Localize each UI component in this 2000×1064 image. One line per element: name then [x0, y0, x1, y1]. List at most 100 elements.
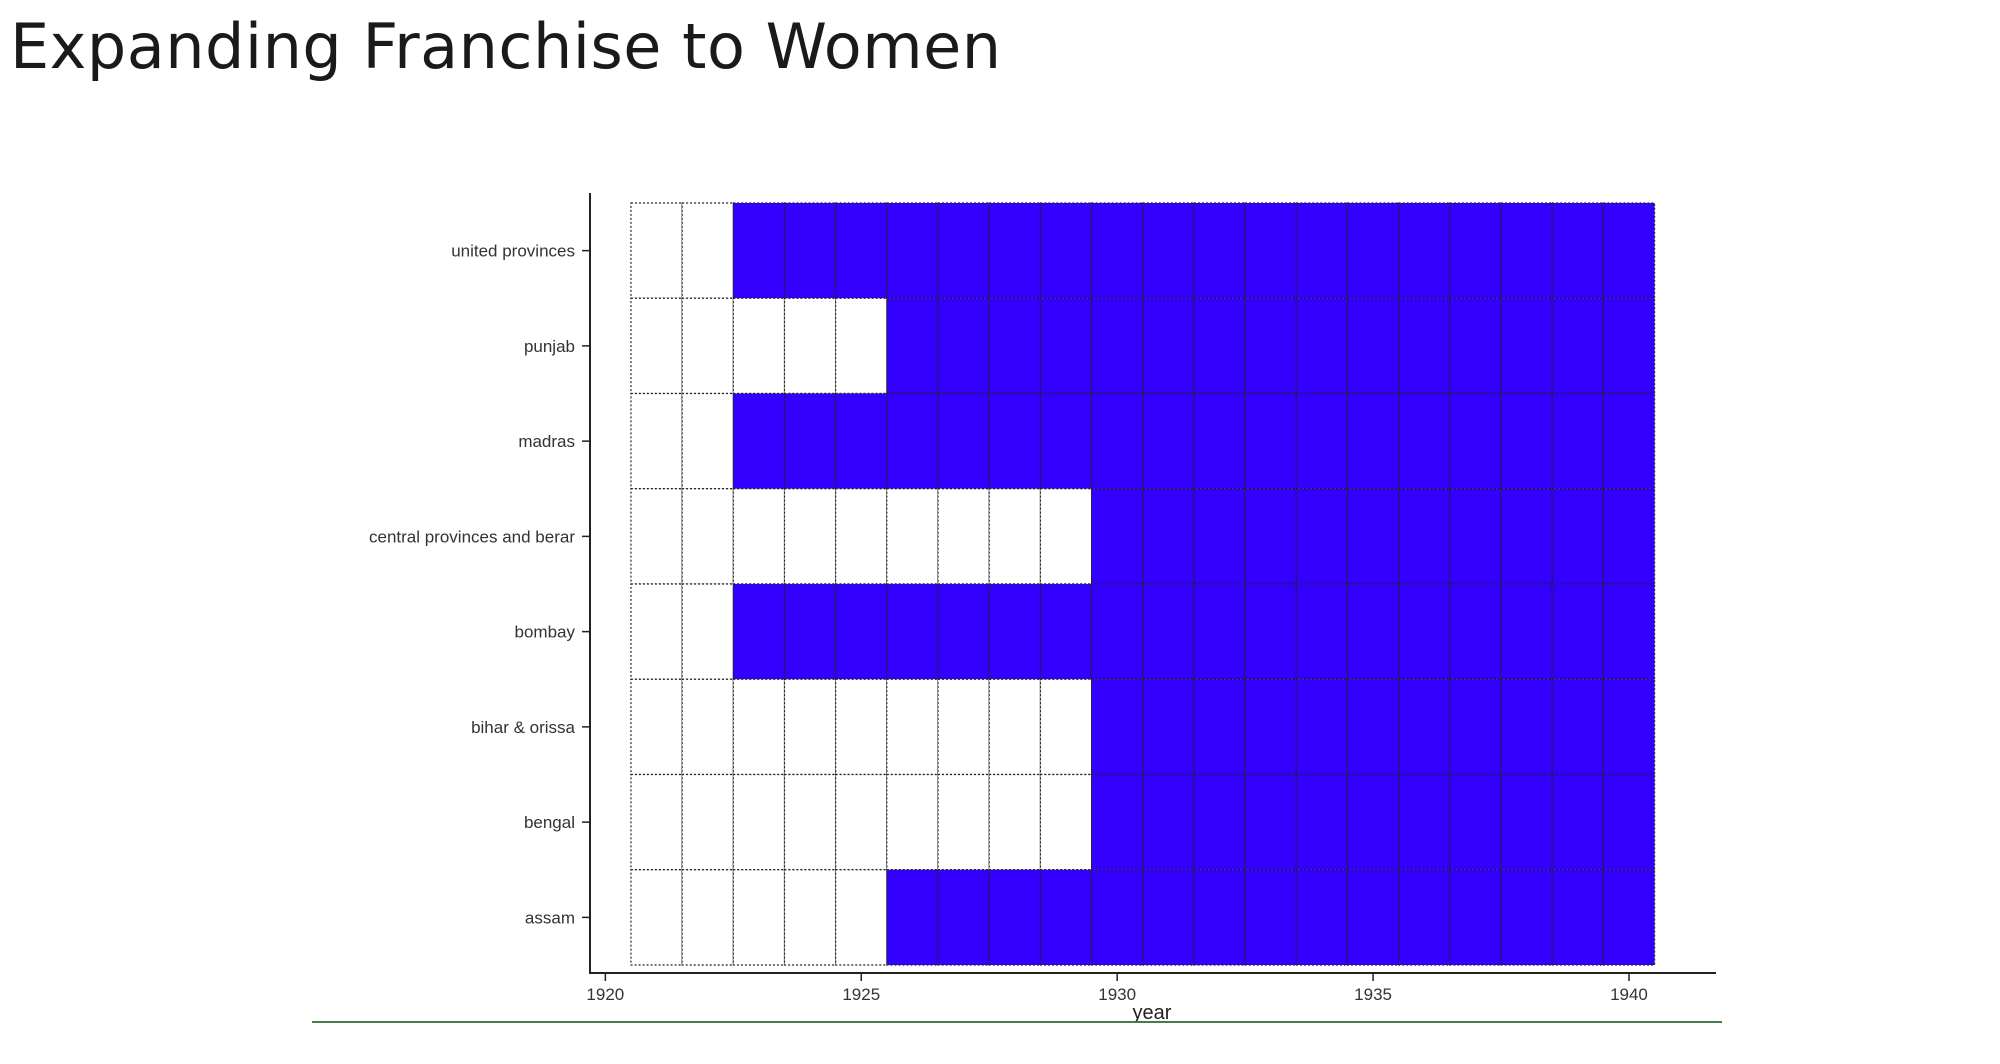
heatmap-cell [1398, 773, 1451, 871]
heatmap-cell [1142, 869, 1195, 966]
heatmap-cell [630, 869, 683, 966]
heatmap-cell [681, 488, 734, 585]
heatmap-cell [937, 297, 990, 395]
heatmap-cell [835, 488, 888, 585]
heatmap-cell [783, 488, 837, 585]
heatmap-cell [1602, 488, 1656, 585]
heatmap-cell [1551, 202, 1604, 299]
heatmap-cell [732, 583, 786, 680]
y-tick-label: united provinces [451, 242, 575, 261]
heatmap-cell [1193, 392, 1246, 490]
heatmap-cell [1398, 583, 1451, 680]
heatmap-cell [937, 869, 990, 966]
heatmap-cell [1193, 297, 1246, 395]
heatmap-cell [1500, 297, 1553, 395]
heatmap-cell [886, 678, 939, 776]
heatmap-cell [988, 202, 1041, 299]
heatmap-cell [1039, 678, 1093, 776]
x-tick-label: 1935 [1354, 985, 1392, 1004]
heatmap-cell [732, 773, 786, 871]
y-tick-label: assam [525, 908, 575, 927]
heatmap-cell [835, 678, 888, 776]
heatmap-cell [1602, 678, 1656, 776]
heatmap-cell [1244, 202, 1297, 299]
y-tick-label: madras [518, 432, 575, 451]
heatmap-cell [1500, 869, 1553, 966]
heatmap-cell [1039, 488, 1093, 585]
heatmap-cell [1346, 202, 1400, 299]
heatmap-cell [988, 488, 1041, 585]
heatmap-cell [1244, 678, 1297, 776]
heatmap-cell [1295, 678, 1349, 776]
heatmap-cell [1449, 392, 1502, 490]
heatmap-cell [1295, 773, 1349, 871]
x-tick-labels: 1920 1925 1930 1935 1940 [586, 973, 1648, 1004]
heatmap-cell [886, 869, 939, 966]
heatmap-cell [630, 583, 683, 680]
heatmap-cell [732, 678, 786, 776]
heatmap-cell [1346, 869, 1400, 966]
heatmap-cell [1449, 202, 1502, 299]
heatmap-cell [1551, 488, 1604, 585]
x-tick-label: 1930 [1098, 985, 1136, 1004]
heatmap-cell [835, 773, 888, 871]
heatmap-cell [1295, 297, 1349, 395]
heatmap-cell [937, 488, 990, 585]
heatmap-cell [1193, 869, 1246, 966]
heatmap-cell [1602, 869, 1656, 966]
heatmap-cell [1449, 869, 1502, 966]
heatmap-cell [1193, 773, 1246, 871]
heatmap-cell [681, 869, 734, 966]
heatmap-cell [1551, 392, 1604, 490]
heatmap-cell [1244, 583, 1297, 680]
heatmap-cell [783, 773, 837, 871]
heatmap-cell [1398, 392, 1451, 490]
heatmap-cell [732, 297, 786, 395]
heatmap-cell [1295, 869, 1349, 966]
heatmap-cell [1602, 202, 1656, 299]
heatmap-cell [1295, 392, 1349, 490]
heatmap-cell [1449, 678, 1502, 776]
x-tick-label: 1920 [586, 985, 624, 1004]
y-tick-label: bihar & orissa [471, 718, 575, 737]
heatmap-cell [1193, 488, 1246, 585]
heatmap-cell [1090, 297, 1144, 395]
heatmap-cell [1090, 392, 1144, 490]
heatmap-cell [886, 583, 939, 680]
heatmap-cell [783, 297, 837, 395]
heatmap-cell [1346, 488, 1400, 585]
heatmap-cell [1142, 392, 1195, 490]
heatmap-cell [937, 202, 990, 299]
heatmap-cell [732, 488, 786, 585]
heatmap-cell [988, 869, 1041, 966]
heatmap-cell [1193, 583, 1246, 680]
heatmap-cell [1398, 678, 1451, 776]
heatmap-cell [732, 202, 786, 299]
heatmap-cell [1398, 297, 1451, 395]
heatmap-cell [1039, 583, 1093, 680]
y-tick-labels: united provinces punjab madras central prov… [369, 242, 590, 927]
x-axis-label: year [1133, 1002, 1172, 1024]
heatmap-cell [1398, 869, 1451, 966]
heatmap-cell [1142, 488, 1195, 585]
heatmap-cell [681, 773, 734, 871]
y-tick-label: bombay [515, 623, 576, 642]
heatmap-cell [1090, 488, 1144, 585]
heatmap-cell [988, 678, 1041, 776]
heatmap-cell [1551, 678, 1604, 776]
heatmap-cell [681, 678, 734, 776]
heatmap-cell [1551, 869, 1604, 966]
heatmap-cell [1039, 773, 1093, 871]
heatmap-cell [886, 202, 939, 299]
heatmap-cell [630, 392, 683, 490]
heatmap-cell [783, 678, 837, 776]
heatmap-cell [630, 773, 683, 871]
heatmap-cell [988, 297, 1041, 395]
x-tick-label: 1925 [842, 985, 880, 1004]
heatmap-cell [1500, 488, 1553, 585]
heatmap-cell [1398, 488, 1451, 585]
heatmap-cell [1602, 392, 1656, 490]
heatmap-cell [937, 773, 990, 871]
heatmap-cell [1039, 869, 1093, 966]
heatmap-cell [1551, 773, 1604, 871]
